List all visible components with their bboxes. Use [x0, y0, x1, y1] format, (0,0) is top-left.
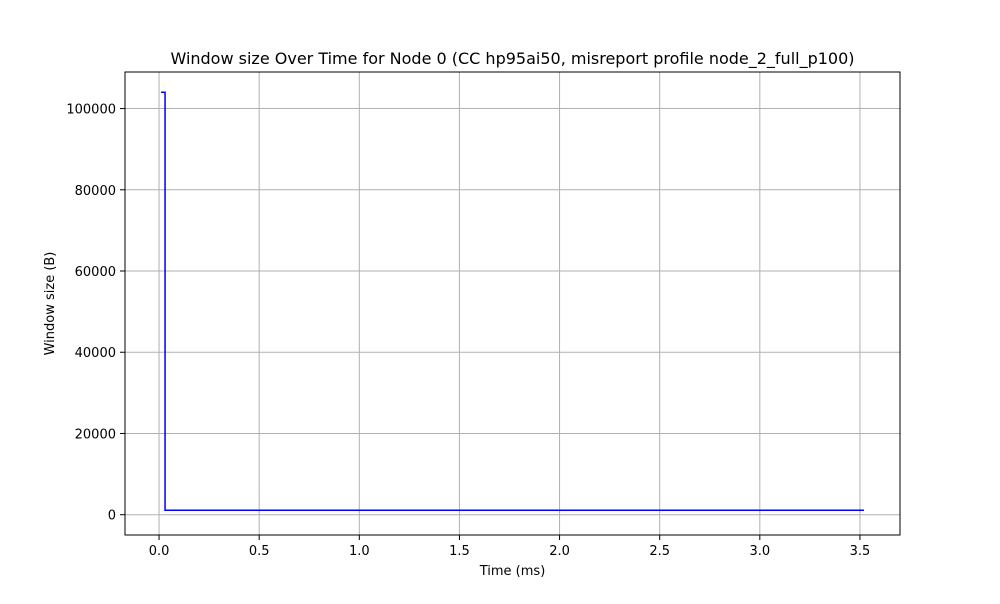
- data-series: [161, 91, 864, 511]
- x-tick-label: 3.0: [749, 544, 770, 559]
- x-tick-label: 0.0: [149, 544, 170, 559]
- x-tick-label: 2.5: [649, 544, 670, 559]
- y-tick-label: 20000: [75, 427, 116, 442]
- grid-lines: [125, 72, 900, 535]
- y-tick-label: 100000: [66, 103, 116, 118]
- y-axis-ticks: 0 20000 40000 60000 80000 100000: [66, 103, 125, 524]
- x-tick-label: 2.0: [549, 544, 570, 559]
- y-tick-label: 0: [108, 509, 116, 524]
- y-tick-label: 40000: [75, 346, 116, 361]
- x-tick-label: 1.0: [349, 544, 370, 559]
- y-tick-label: 60000: [75, 265, 116, 280]
- y-axis-label: Window size (B): [43, 252, 58, 356]
- x-axis-label: Time (ms): [479, 564, 546, 579]
- x-tick-label: 0.5: [249, 544, 270, 559]
- chart-title: Window size Over Time for Node 0 (CC hp9…: [170, 49, 854, 69]
- x-tick-label: 1.5: [449, 544, 470, 559]
- plot-area-frame: [124, 71, 901, 536]
- x-axis-ticks: 0.0 0.5 1.0 1.5 2.0 2.5 3.0 3.5: [149, 535, 871, 559]
- series-line: [161, 91, 864, 511]
- y-tick-label: 80000: [75, 184, 116, 199]
- x-tick-label: 3.5: [850, 544, 871, 559]
